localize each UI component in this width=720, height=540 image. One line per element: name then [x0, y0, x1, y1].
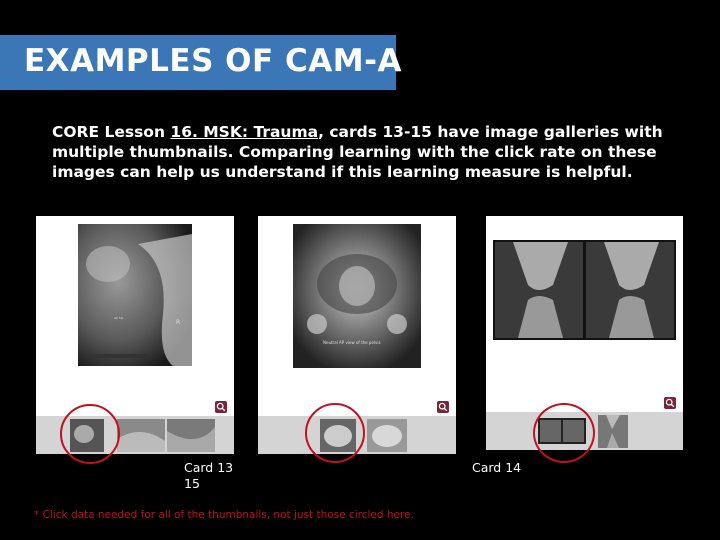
thumbnail-2[interactable]: [598, 415, 628, 448]
image-caption: AP hip: [114, 316, 124, 320]
title-bar: EXAMPLES OF CAM-A: [0, 35, 401, 90]
body-suffix: , cards 13-15 have image galleries with …: [52, 123, 663, 181]
zoom-icon[interactable]: [215, 401, 227, 413]
zoom-icon[interactable]: [437, 401, 449, 413]
highlight-circle: [60, 404, 120, 464]
mri-knee-image[interactable]: [493, 240, 676, 340]
body-text: CORE Lesson 16. MSK: Trauma, cards 13-15…: [52, 122, 692, 182]
card-14-label: Card 14: [472, 460, 522, 475]
thumbnail-2[interactable]: [367, 419, 407, 452]
slide-title: EXAMPLES OF CAM-A: [24, 43, 402, 79]
svg-text:R: R: [176, 319, 180, 326]
lesson-link[interactable]: 16. MSK: Trauma: [170, 123, 319, 141]
body-prefix: CORE Lesson: [52, 123, 171, 141]
highlight-circle: [305, 403, 365, 463]
card-13-label: Card 13 15: [184, 460, 234, 491]
footnote: * Click data needed for all of the thumb…: [34, 509, 414, 521]
highlight-circle: [533, 403, 595, 463]
thumbnail-2[interactable]: [117, 419, 165, 452]
card-13-gallery: R AP hip: [36, 216, 234, 454]
xray-pelvis-image[interactable]: Neutral AP view of the pelvis: [293, 224, 421, 368]
thumbnail-3[interactable]: [167, 419, 215, 452]
zoom-icon[interactable]: [664, 397, 676, 409]
image-caption: Neutral AP view of the pelvis: [323, 340, 381, 345]
xray-hip-image[interactable]: R AP hip: [78, 224, 192, 366]
